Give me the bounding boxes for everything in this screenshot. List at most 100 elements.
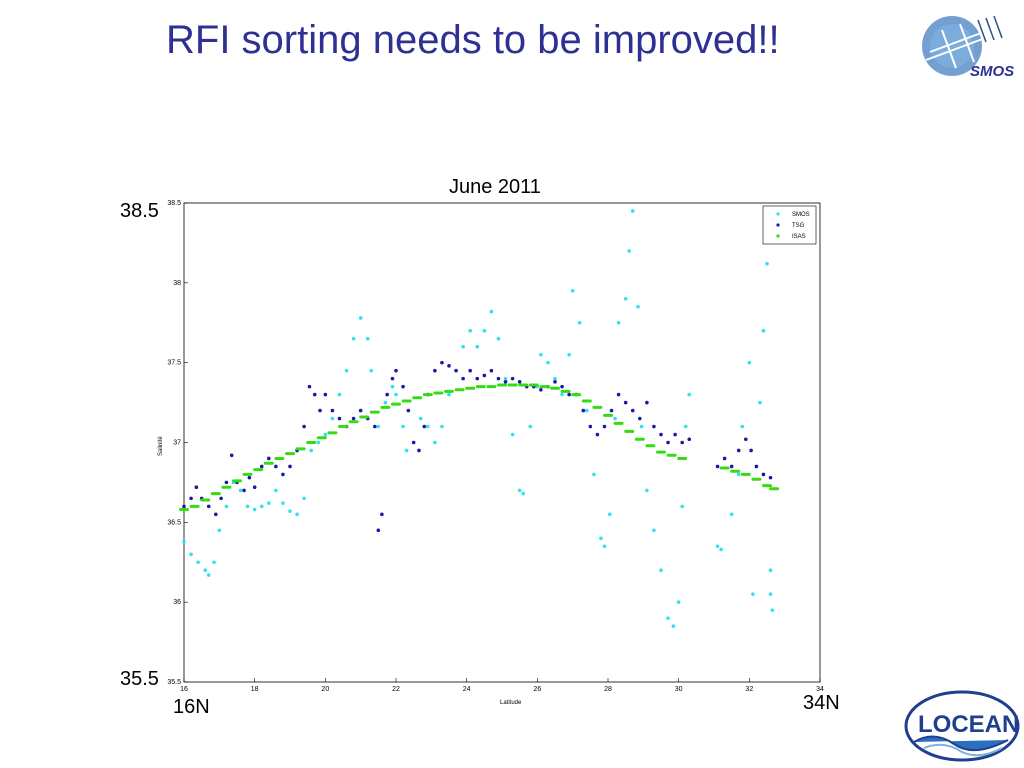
legend-entry: TSG xyxy=(792,223,805,229)
data-point xyxy=(740,424,745,429)
locean-logo-text: LOCEAN xyxy=(918,711,1019,738)
data-point xyxy=(616,392,621,397)
data-point xyxy=(546,360,550,365)
data-point xyxy=(744,437,748,442)
data-point xyxy=(200,498,211,502)
data-point xyxy=(245,504,250,509)
data-point xyxy=(267,456,271,461)
data-point xyxy=(715,464,720,469)
data-point xyxy=(309,448,314,453)
y-axis-label: Salinité xyxy=(158,436,164,456)
data-point xyxy=(229,453,234,458)
data-point xyxy=(639,424,644,429)
data-point xyxy=(383,400,388,405)
data-point xyxy=(652,424,656,429)
data-point xyxy=(376,528,381,533)
y-max-annotation: 38.5 xyxy=(120,200,159,222)
data-point xyxy=(412,396,423,400)
data-point xyxy=(274,456,285,460)
data-point xyxy=(645,400,649,405)
y-tick-label: 35.5 xyxy=(167,679,181,686)
y-min-annotation: 35.5 xyxy=(120,668,159,690)
data-point xyxy=(391,402,401,406)
data-point xyxy=(517,380,522,384)
series-smos xyxy=(182,209,775,628)
data-point xyxy=(288,464,292,469)
data-point xyxy=(206,504,211,509)
data-point xyxy=(221,485,232,489)
data-points xyxy=(179,209,780,628)
data-point xyxy=(433,391,444,395)
x-tick-label: 28 xyxy=(604,686,612,693)
data-point xyxy=(676,600,681,604)
data-point xyxy=(224,504,229,509)
data-point xyxy=(394,368,398,373)
data-point xyxy=(295,447,306,451)
data-point xyxy=(627,249,631,253)
x-end-annotation: 34N xyxy=(803,692,840,714)
data-point xyxy=(623,297,628,301)
data-point xyxy=(768,568,773,573)
data-point xyxy=(762,484,772,488)
data-point xyxy=(433,368,437,373)
data-point xyxy=(267,501,271,505)
y-axis: 35.5 36 36.5 37 37.5 38 38.5 xyxy=(167,200,188,686)
data-point xyxy=(307,384,312,389)
x-tick-label: 26 xyxy=(533,686,541,693)
data-point xyxy=(390,376,395,381)
data-point xyxy=(475,344,480,349)
data-point xyxy=(465,386,476,390)
data-point xyxy=(607,512,612,517)
x-tick-label: 32 xyxy=(745,686,753,693)
data-point xyxy=(581,408,586,413)
legend-entry: ISAS xyxy=(792,234,806,240)
slide-title: RFI sorting needs to be improved!! xyxy=(166,18,780,62)
data-point xyxy=(253,468,264,472)
data-point xyxy=(422,424,427,429)
data-point xyxy=(740,472,751,476)
data-point xyxy=(722,456,727,461)
legend: SMOS TSG ISAS xyxy=(762,205,817,245)
data-point xyxy=(182,504,186,509)
data-point xyxy=(312,392,317,397)
data-point xyxy=(553,380,557,384)
data-point xyxy=(489,309,494,314)
legend-entry: SMOS xyxy=(792,212,810,218)
locean-logo: LOCEAN xyxy=(904,690,1020,762)
data-point xyxy=(683,424,688,429)
data-point xyxy=(577,320,582,325)
data-point xyxy=(440,424,444,429)
data-point xyxy=(666,616,670,620)
data-point xyxy=(454,368,458,373)
data-point xyxy=(645,488,649,493)
legend-box xyxy=(762,205,817,245)
data-point xyxy=(602,544,607,549)
data-point xyxy=(295,512,299,517)
y-tick-label: 36 xyxy=(173,599,181,606)
data-point xyxy=(417,448,421,453)
data-point xyxy=(729,464,734,469)
data-point xyxy=(719,547,723,552)
data-point xyxy=(194,485,199,490)
data-point xyxy=(189,552,193,557)
data-point xyxy=(330,408,335,413)
data-point xyxy=(418,416,423,421)
x-tick-label: 24 xyxy=(463,686,471,693)
chart-title: June 2011 xyxy=(449,176,541,198)
data-point xyxy=(652,528,656,533)
data-point xyxy=(189,496,193,501)
legend-marker xyxy=(776,234,780,238)
data-point xyxy=(404,448,409,453)
data-point xyxy=(666,453,677,457)
data-point xyxy=(179,508,189,512)
data-point xyxy=(196,560,200,565)
data-point xyxy=(206,573,211,577)
data-point xyxy=(510,432,515,437)
data-point xyxy=(761,472,766,477)
data-point xyxy=(751,592,755,596)
data-point xyxy=(348,420,359,424)
data-point xyxy=(358,408,363,413)
data-point xyxy=(613,416,617,421)
data-point xyxy=(567,392,571,397)
data-point xyxy=(274,488,278,493)
